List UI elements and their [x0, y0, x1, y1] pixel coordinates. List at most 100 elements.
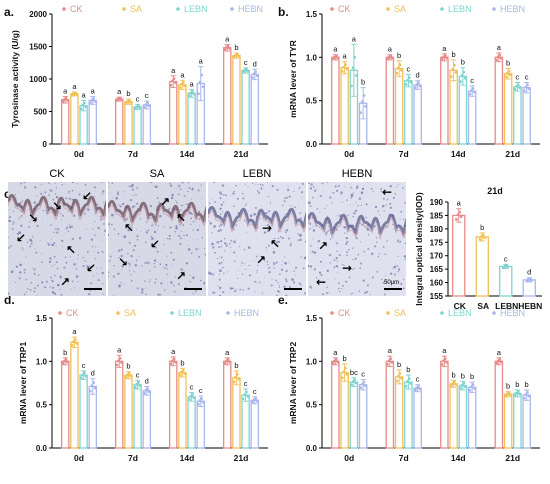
significance-label: a — [91, 87, 96, 96]
significance-label: c — [253, 387, 257, 396]
significance-label: a — [117, 345, 122, 354]
bar — [331, 56, 340, 145]
tissue-cell — [291, 278, 294, 281]
significance-label: d — [91, 369, 95, 378]
data-point — [331, 57, 335, 61]
significance-label: a — [117, 87, 122, 96]
tissue-cell — [219, 286, 222, 290]
data-point — [413, 86, 417, 90]
tissue-cell — [163, 226, 166, 228]
tissue-cell — [85, 260, 87, 262]
bar — [494, 360, 504, 449]
y-tick-label: 0.0 — [306, 444, 318, 453]
tissue-cell — [59, 275, 62, 278]
tissue-cell — [65, 261, 68, 264]
tissue-cell — [211, 232, 213, 234]
tissue-cell — [312, 186, 315, 188]
y-tick-label: 175 — [430, 238, 444, 247]
tissue-cell — [136, 287, 139, 290]
tissue-cell — [179, 188, 182, 191]
tissue-cell — [9, 220, 11, 222]
tissue-cell — [134, 244, 136, 247]
data-point — [142, 105, 146, 109]
tissue-cell — [214, 201, 217, 204]
tissue-cell — [396, 186, 398, 188]
tissue-image-hebn — [308, 182, 406, 296]
tissue-cell — [252, 182, 254, 185]
tissue-cell — [393, 265, 396, 269]
tissue-cell — [141, 287, 142, 289]
data-point — [178, 86, 182, 89]
tissue-cell — [162, 266, 164, 268]
data-point — [82, 101, 86, 105]
tissue-cell — [20, 263, 22, 266]
tissue-cell — [108, 182, 110, 184]
tissue-cell — [278, 286, 281, 288]
tissue-cell — [299, 212, 302, 214]
data-point — [92, 381, 95, 384]
data-point — [504, 75, 508, 79]
tissue-cell — [393, 227, 395, 229]
tissue-cell — [78, 236, 82, 240]
tissue-cell — [29, 245, 32, 248]
significance-label: d — [416, 71, 420, 80]
chart-e: 0.0 0.5 1.0 1.5 mRNA lever of TRP2 0d 7d 14d 21d… — [288, 308, 540, 463]
data-point — [506, 265, 510, 269]
tissue-cell — [278, 291, 280, 293]
arrow-icon: ↘ — [118, 255, 129, 269]
data-point — [61, 100, 65, 104]
data-point — [360, 382, 364, 386]
tissue-cell — [198, 248, 200, 249]
data-point — [66, 360, 70, 364]
tissue-cell — [203, 247, 206, 249]
data-point — [254, 397, 257, 400]
data-point — [73, 338, 77, 342]
tissue-cell — [132, 227, 133, 229]
tissue-background — [108, 182, 206, 296]
legend-marker — [176, 7, 180, 11]
data-point — [92, 97, 95, 100]
tissue-cell — [78, 193, 81, 196]
tissue-cell — [211, 198, 213, 200]
tissue-cell — [336, 261, 338, 263]
tissue-cell — [320, 260, 322, 263]
tissue-cell — [376, 237, 378, 239]
data-point — [527, 394, 531, 398]
histology-label-ck: CK — [49, 168, 65, 180]
data-point — [88, 101, 92, 105]
tissue-cell — [132, 207, 134, 209]
bar — [79, 105, 88, 145]
tissue-cell — [233, 291, 235, 293]
tissue-cell — [191, 198, 193, 200]
legend: CK SA LEBN HEBN — [330, 308, 525, 318]
tissue-cell — [68, 191, 70, 193]
tissue-cell — [33, 201, 36, 204]
tissue-cell — [23, 293, 26, 296]
tissue-cell — [397, 282, 399, 284]
tissue-cell — [173, 285, 176, 287]
data-point — [458, 210, 461, 214]
significance-label: a — [63, 87, 68, 96]
tissue-cell — [309, 227, 311, 230]
data-point — [471, 383, 475, 387]
data-point — [169, 83, 173, 87]
tissue-cell — [267, 182, 268, 183]
tissue-cell — [318, 271, 322, 274]
tissue-cell — [148, 281, 150, 283]
tissue-cell — [112, 197, 113, 199]
y-tick-label: 1.5 — [306, 10, 318, 19]
tissue-cell — [99, 215, 103, 218]
tissue-cell — [284, 230, 286, 232]
significance-label: b — [506, 59, 510, 68]
tissue-cell — [326, 269, 329, 272]
tissue-cell — [186, 244, 188, 246]
data-point — [351, 66, 355, 70]
tissue-cell — [326, 215, 328, 217]
tissue-cell — [48, 182, 50, 185]
tissue-cell — [108, 223, 110, 226]
tissue-cell — [189, 281, 192, 283]
chart-d: 0.0 0.5 1.0 1.5 mRNA lever of TRP1 0d 7d 14d 21d… — [18, 308, 268, 463]
tissue-cell — [13, 221, 15, 224]
tissue-cell — [55, 227, 57, 230]
